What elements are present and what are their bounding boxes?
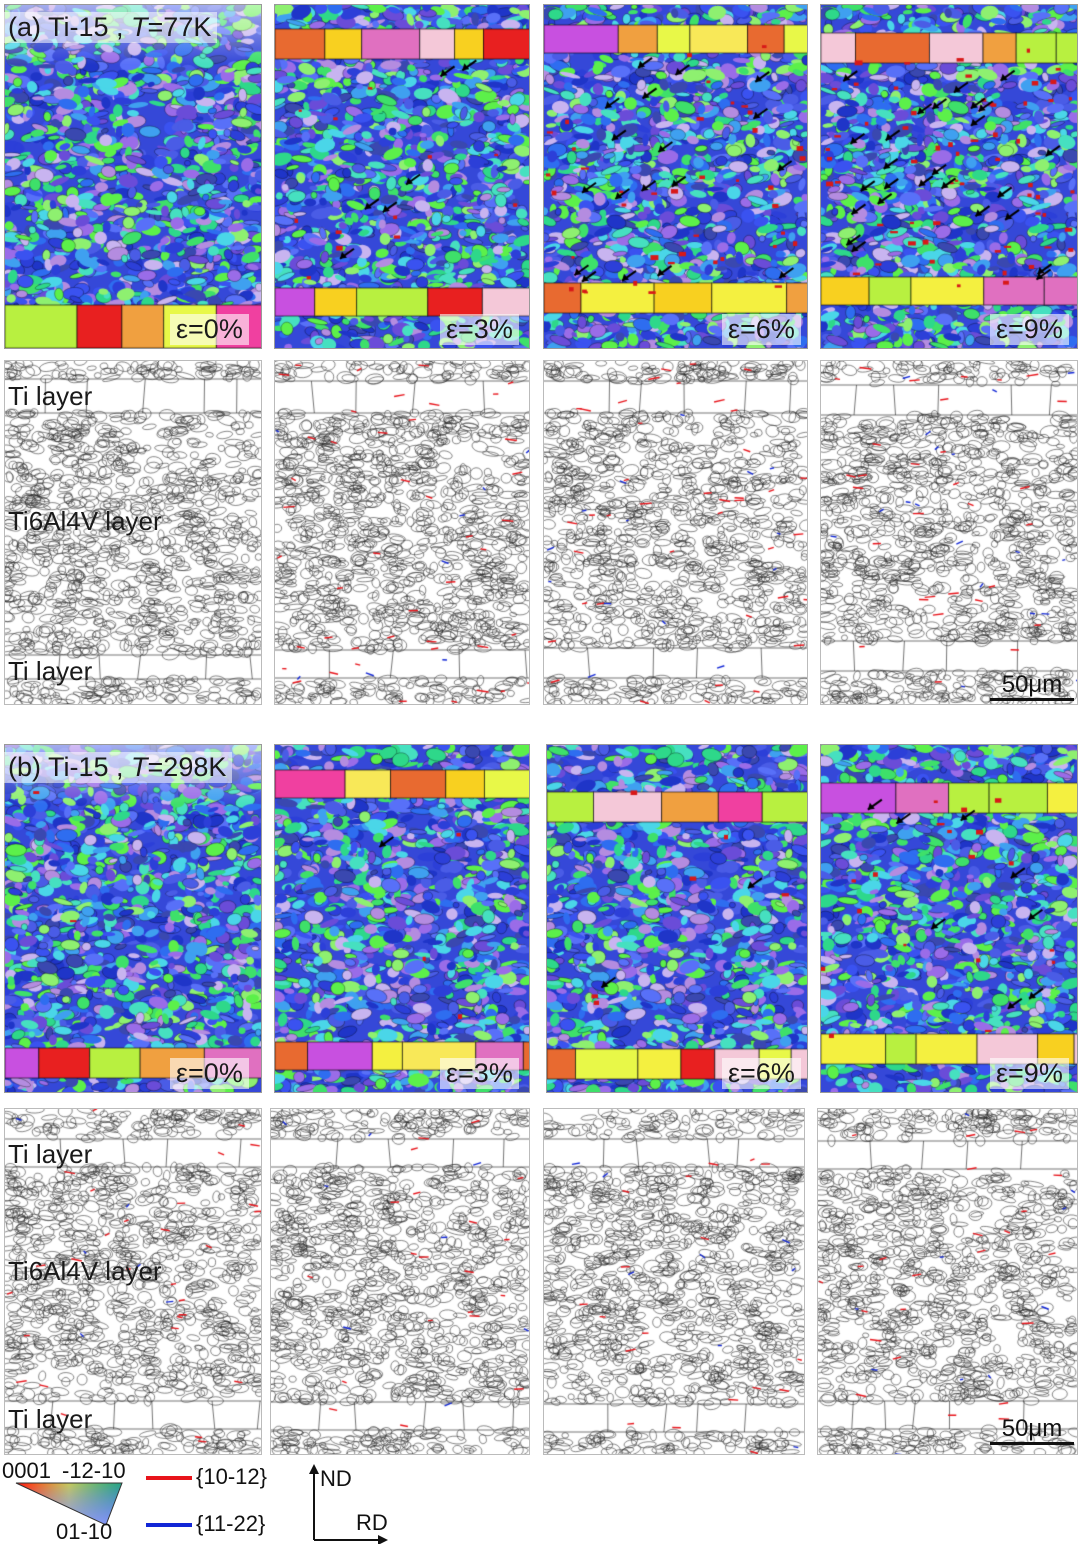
scale-bar-b-label: 50μm — [1001, 1415, 1063, 1442]
strain-label-b-0: ε=0% — [170, 1058, 249, 1089]
ebsd-map-a-0 — [4, 4, 262, 349]
axis-label-rd: RD — [356, 1510, 388, 1535]
section-b-title: (b) Ti-15 , T=298K — [2, 752, 233, 783]
twin-legend-blue-label: {11-22} — [196, 1511, 266, 1536]
scale-bar-b: 50μm — [990, 1416, 1074, 1445]
boundary-map-b-0 — [4, 1108, 262, 1455]
twin-legend-red-label: {10-12} — [196, 1464, 267, 1489]
strain-label-b-3: ε=3% — [440, 1058, 519, 1089]
ipf-label-12-10: -12-10 — [62, 1458, 126, 1483]
twin-legend-red-line — [146, 1476, 192, 1480]
axes-indicator — [309, 1464, 388, 1544]
strain-label-a-3: ε=3% — [440, 314, 519, 345]
ipf-label-01-10: 01-10 — [56, 1519, 113, 1544]
section-b-title-t: T — [131, 752, 148, 782]
ebsd-map-b-3 — [274, 744, 530, 1093]
boundary-map-a-0 — [4, 360, 262, 705]
section-b-title-prefix: (b) Ti-15 , — [8, 752, 132, 782]
ipf-label-0001: 0001 — [2, 1458, 51, 1483]
layer-label-b-top: Ti layer — [8, 1139, 93, 1169]
strain-label-b-6: ε=6% — [722, 1058, 801, 1089]
ebsd-map-b-9 — [820, 744, 1078, 1093]
layer-label-a-middle: Ti6Al4V layer — [8, 506, 162, 536]
ebsd-map-a-9 — [820, 4, 1078, 349]
strain-label-b-9: ε=9% — [990, 1058, 1069, 1089]
layer-label-b-middle: Ti6Al4V layer — [8, 1256, 162, 1286]
layer-label-a-bottom: Ti layer — [8, 656, 93, 686]
ipf-color-triangle — [15, 1482, 123, 1526]
section-a-title-t: T — [131, 12, 148, 42]
scale-bar-b-line — [990, 1442, 1074, 1445]
axis-label-nd: ND — [320, 1466, 352, 1491]
boundary-map-b-9 — [817, 1108, 1078, 1455]
twin-legend-blue-line — [146, 1523, 192, 1527]
boundary-map-a-9 — [820, 360, 1078, 705]
layer-label-b-bottom: Ti layer — [8, 1404, 93, 1434]
boundary-map-b-6 — [543, 1108, 805, 1455]
scale-bar-a-line — [990, 698, 1074, 701]
scale-bar-a: 50μm — [990, 672, 1074, 701]
ebsd-map-b-6 — [546, 744, 808, 1093]
strain-label-a-0: ε=0% — [170, 314, 249, 345]
ebsd-map-a-3 — [274, 4, 530, 349]
section-a-title-prefix: (a) Ti-15 , — [8, 12, 132, 42]
ebsd-map-a-6 — [543, 4, 808, 349]
strain-label-a-6: ε=6% — [722, 314, 801, 345]
section-a-title: (a) Ti-15 , T=77K — [2, 12, 218, 43]
section-b-title-suffix: =298K — [147, 752, 227, 782]
ebsd-map-b-0 — [4, 744, 262, 1093]
strain-label-a-9: ε=9% — [990, 314, 1069, 345]
boundary-map-b-3 — [270, 1108, 530, 1455]
section-a-title-suffix: =77K — [147, 12, 212, 42]
scale-bar-a-label: 50μm — [1001, 671, 1063, 698]
boundary-map-a-6 — [543, 360, 808, 705]
layer-label-a-top: Ti layer — [8, 381, 93, 411]
boundary-map-a-3 — [274, 360, 530, 705]
